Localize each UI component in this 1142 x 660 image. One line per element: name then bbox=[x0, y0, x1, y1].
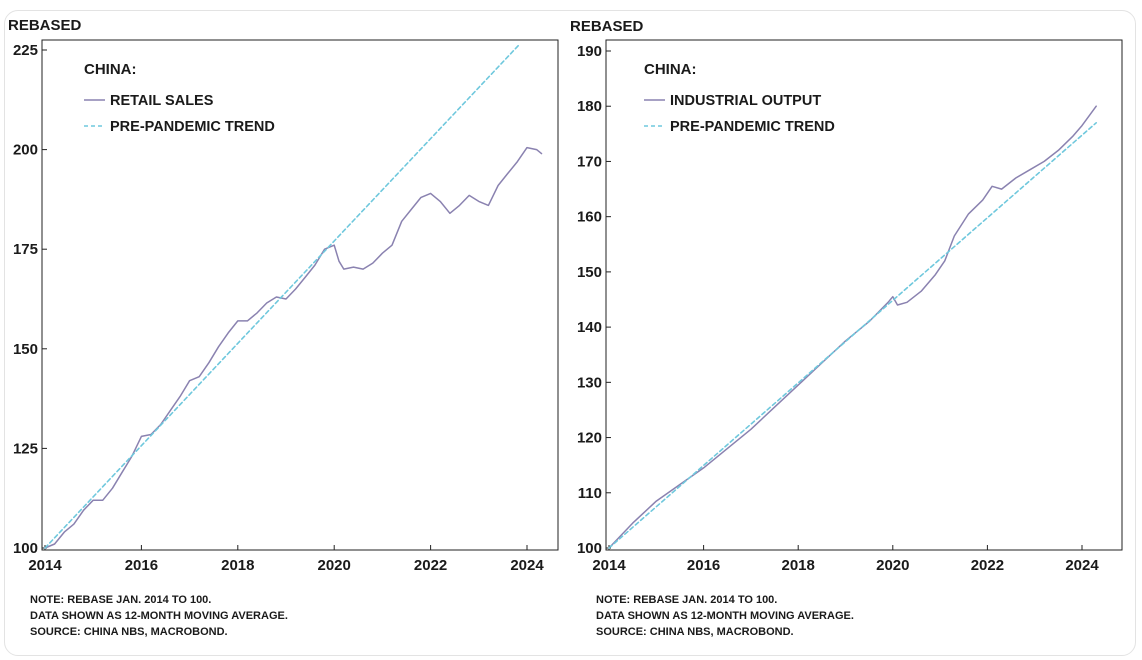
series-group bbox=[44, 43, 543, 549]
plot-frame bbox=[605, 39, 1123, 551]
x-tick-label: 2016 bbox=[687, 557, 720, 574]
x-tick-label: 2022 bbox=[414, 557, 447, 574]
chart-notes: NOTE: REBASE JAN. 2014 TO 100. DATA SHOW… bbox=[596, 592, 854, 640]
x-tick-label: 2018 bbox=[782, 557, 815, 574]
note-line: NOTE: REBASE JAN. 2014 TO 100. bbox=[30, 594, 212, 606]
y-tick-label: 120 bbox=[577, 430, 602, 447]
y-tick-label: 180 bbox=[577, 98, 602, 115]
note-line: SOURCE: CHINA NBS, MACROBOND. bbox=[596, 626, 794, 638]
series-group bbox=[608, 105, 1098, 549]
pre-pandemic-trend-line bbox=[608, 122, 1098, 549]
industrial-output-chart: REBASED 100 110 120 130 140 150 160 170 180 190 201… bbox=[570, 18, 1123, 574]
y-tick-label: 170 bbox=[577, 153, 602, 170]
legend-label: INDUSTRIAL OUTPUT bbox=[670, 93, 821, 109]
x-tick-label: 2020 bbox=[876, 557, 909, 574]
x-tick-label: 2020 bbox=[318, 557, 351, 574]
retail-sales-chart: REBASED 100 125 150 175 200 225 2014 2016 2018 202… bbox=[8, 17, 559, 574]
x-tick-label: 2014 bbox=[28, 557, 62, 574]
x-tick-label: 2022 bbox=[971, 557, 1004, 574]
x-tick-label: 2018 bbox=[221, 557, 254, 574]
x-tick-label: 2024 bbox=[1065, 557, 1099, 574]
note-line: NOTE: REBASE JAN. 2014 TO 100. bbox=[596, 594, 778, 606]
actual-series-line bbox=[608, 105, 1097, 549]
y-tick-label: 125 bbox=[13, 440, 38, 457]
y-tick-label: 140 bbox=[577, 319, 602, 336]
legend-title: CHINA: bbox=[644, 61, 697, 78]
chart-notes: NOTE: REBASE JAN. 2014 TO 100. DATA SHOW… bbox=[30, 592, 288, 640]
industrial-output-chart-panel: REBASED 100 110 120 130 140 150 160 170 180 190 201… bbox=[566, 12, 1130, 642]
legend-title: CHINA: bbox=[84, 61, 137, 78]
legend-label: PRE-PANDEMIC TREND bbox=[670, 119, 835, 135]
pre-pandemic-trend-line bbox=[44, 43, 521, 549]
y-tick-label: 100 bbox=[13, 540, 38, 557]
y-tick-label: 200 bbox=[13, 142, 38, 159]
retail-sales-chart-panel: REBASED 100 125 150 175 200 225 2014 2016 2018 202… bbox=[2, 12, 566, 642]
note-line: DATA SHOWN AS 12-MONTH MOVING AVERAGE. bbox=[30, 610, 288, 622]
y-axis-label: REBASED bbox=[8, 17, 82, 34]
y-tick-label: 150 bbox=[577, 264, 602, 281]
legend-label: RETAIL SALES bbox=[110, 93, 214, 109]
y-tick-label: 160 bbox=[577, 209, 602, 226]
note-line: DATA SHOWN AS 12-MONTH MOVING AVERAGE. bbox=[596, 610, 854, 622]
y-axis-label: REBASED bbox=[570, 18, 644, 35]
chart-frame bbox=[4, 10, 1136, 656]
plot-frame bbox=[41, 39, 559, 551]
legend-label: PRE-PANDEMIC TREND bbox=[110, 119, 275, 135]
x-tick-label: 2014 bbox=[592, 557, 626, 574]
y-tick-label: 225 bbox=[13, 42, 38, 59]
note-line: SOURCE: CHINA NBS, MACROBOND. bbox=[30, 626, 228, 638]
y-tick-label: 110 bbox=[578, 485, 602, 502]
actual-series-line bbox=[44, 146, 543, 549]
y-tick-label: 175 bbox=[13, 241, 38, 258]
y-tick-label: 150 bbox=[13, 341, 38, 358]
x-tick-label: 2016 bbox=[125, 557, 158, 574]
y-tick-label: 100 bbox=[577, 540, 602, 557]
x-tick-label: 2024 bbox=[510, 557, 544, 574]
y-tick-label: 190 bbox=[577, 43, 602, 60]
y-tick-label: 130 bbox=[577, 374, 602, 391]
